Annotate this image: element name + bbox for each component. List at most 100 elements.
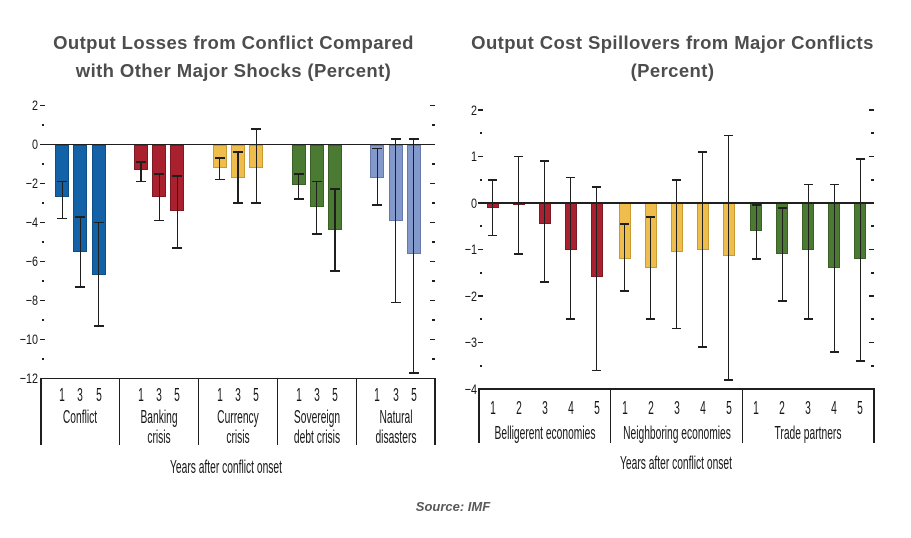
right-chart-y-tick-major — [477, 109, 483, 111]
left-chart-x-tick-label: 3 — [77, 385, 84, 405]
right-chart-y-tick-minor-right — [871, 364, 874, 367]
left-chart-y-tick-major-right — [430, 221, 435, 224]
left-chart-y-tick-major-right — [430, 182, 435, 185]
left-chart-group-label: Natural — [379, 407, 413, 427]
left-chart-y-tick-minor-right — [432, 202, 435, 204]
right-chart-error-bar-cap — [672, 178, 681, 181]
left-chart-x-tick-label: 1 — [216, 385, 223, 405]
right-chart-y-axis-label: −3 — [464, 334, 477, 350]
right-chart-error-bar-cap — [829, 183, 839, 186]
left-chart-y-axis-label: 0 — [31, 136, 38, 152]
left-chart-label-box-divider — [197, 377, 200, 445]
right-chart-error-bar-line — [807, 184, 809, 320]
left-chart-x-tick-label: 3 — [156, 385, 163, 405]
right-chart-label-box-divider — [873, 388, 875, 443]
left-chart-title-line-1: Output Losses from Conflict Compared — [53, 32, 414, 53]
left-chart-x-tick-label: 3 — [235, 385, 241, 405]
left-chart-error-bar-cap — [93, 221, 104, 224]
right-chart-y-tick-minor — [479, 225, 482, 228]
left-chart-error-bar-line — [255, 128, 257, 203]
left-chart-error-bar-cap — [136, 161, 146, 163]
left-chart-y-tick-major — [39, 104, 45, 107]
left-chart-x-tick-label: 5 — [410, 385, 417, 405]
left-chart-error-bar-line — [237, 152, 239, 203]
left-chart-y-tick-minor — [41, 280, 44, 282]
right-chart-error-bar-cap — [777, 206, 787, 209]
left-chart-y-tick-minor-right — [432, 280, 435, 282]
right-chart-bar — [512, 203, 525, 206]
source-note: Source: IMF — [415, 499, 491, 514]
right-chart-x-tick-label: 3 — [805, 398, 812, 418]
left-chart-label-box-divider — [40, 377, 42, 445]
left-chart-label-box-divider — [355, 377, 357, 445]
right-chart-label-box-divider — [610, 388, 612, 443]
left-chart-y-tick-minor — [41, 358, 44, 360]
right-chart-x-tick-label: 3 — [541, 398, 548, 418]
left-chart-y-tick-major — [39, 260, 45, 263]
left-chart-group-label: disasters — [375, 427, 417, 447]
right-chart-group-label: Trade partners — [774, 423, 842, 443]
right-chart-error-bar-cap — [803, 318, 813, 321]
left-chart-y-axis-label: −8 — [25, 292, 38, 308]
left-chart-error-bar-line — [176, 175, 179, 248]
left-chart-y-axis-label: −10 — [19, 331, 38, 347]
right-chart-x-tick-label: 5 — [857, 398, 864, 418]
left-chart-error-bar-line — [316, 181, 318, 235]
right-chart-title: Output Cost Spillovers from Major Confli… — [467, 29, 878, 85]
right-chart-error-bar-line — [727, 135, 730, 380]
left-chart-bar — [91, 144, 106, 276]
right-chart-bar — [802, 203, 815, 250]
right-chart-y-axis-label: −2 — [464, 287, 477, 304]
right-chart-zero-line — [479, 202, 874, 204]
right-chart-y-axis-label: 2 — [470, 101, 477, 118]
right-chart-error-bar-line — [544, 161, 546, 283]
left-chart-y-axis-label: −6 — [25, 253, 38, 269]
left-chart-bar — [55, 144, 70, 198]
left-chart-error-bar-cap — [311, 233, 322, 236]
right-chart-y-axis-label: −1 — [464, 241, 477, 257]
left-chart-error-bar-line — [334, 189, 336, 272]
left-chart-x-axis-title: Years after conflict onset — [170, 457, 282, 477]
right-chart-error-bar-cap — [698, 150, 707, 153]
right-chart-error-bar-cap — [620, 223, 629, 225]
left-chart-x-tick-label: 3 — [313, 385, 320, 405]
left-chart-bar — [406, 144, 421, 254]
left-chart-error-bar-cap — [251, 202, 262, 204]
right-chart-label-box-divider — [478, 388, 480, 443]
left-chart-y-axis-label: −12 — [19, 370, 38, 386]
right-chart-x-tick-label: 1 — [753, 398, 760, 418]
left-chart-error-bar-cap — [57, 180, 68, 183]
right-chart-error-bar-cap — [592, 185, 602, 188]
right-chart-bar — [618, 203, 631, 259]
left-chart-error-bar-cap — [408, 137, 419, 140]
right-chart-error-bar-line — [859, 158, 861, 362]
left-chart-bar — [73, 144, 88, 252]
right-chart-error-bar-cap — [514, 253, 524, 256]
right-chart-title-line-1: Output Cost Spillovers from Major Confli… — [471, 32, 874, 53]
left-chart-y-tick-major-right — [430, 338, 435, 341]
left-chart-bar — [249, 144, 264, 168]
right-chart-error-bar-cap — [540, 281, 550, 283]
right-chart-y-tick-minor-right — [871, 225, 874, 228]
right-chart-x-tick-label: 2 — [647, 398, 654, 418]
left-chart-error-bar-cap — [330, 270, 340, 273]
left-chart-error-bar-line — [158, 173, 160, 221]
left-chart-error-bar-cap — [214, 157, 225, 160]
left-chart-y-tick-major-right — [430, 299, 435, 302]
left-chart-bar — [370, 144, 385, 178]
left-chart-error-bar-line — [61, 181, 63, 219]
right-chart-y-tick-major — [477, 248, 483, 251]
left-chart-x-tick-label: 1 — [138, 385, 144, 405]
left-chart-bar — [231, 144, 245, 178]
right-chart-error-bar-cap — [488, 234, 498, 237]
left-chart-group-label: debt crisis — [293, 427, 340, 447]
right-chart-y-tick-major-right — [869, 155, 874, 158]
left-chart-error-bar-cap — [233, 202, 243, 204]
left-chart-error-bar-cap — [372, 147, 383, 150]
left-chart-error-bar-cap — [214, 178, 225, 181]
left-chart-y-tick-minor — [41, 241, 44, 243]
left-chart-bar — [170, 144, 185, 211]
left-chart-y-tick-minor-right — [432, 241, 435, 243]
left-chart-error-bar-cap — [390, 301, 401, 304]
